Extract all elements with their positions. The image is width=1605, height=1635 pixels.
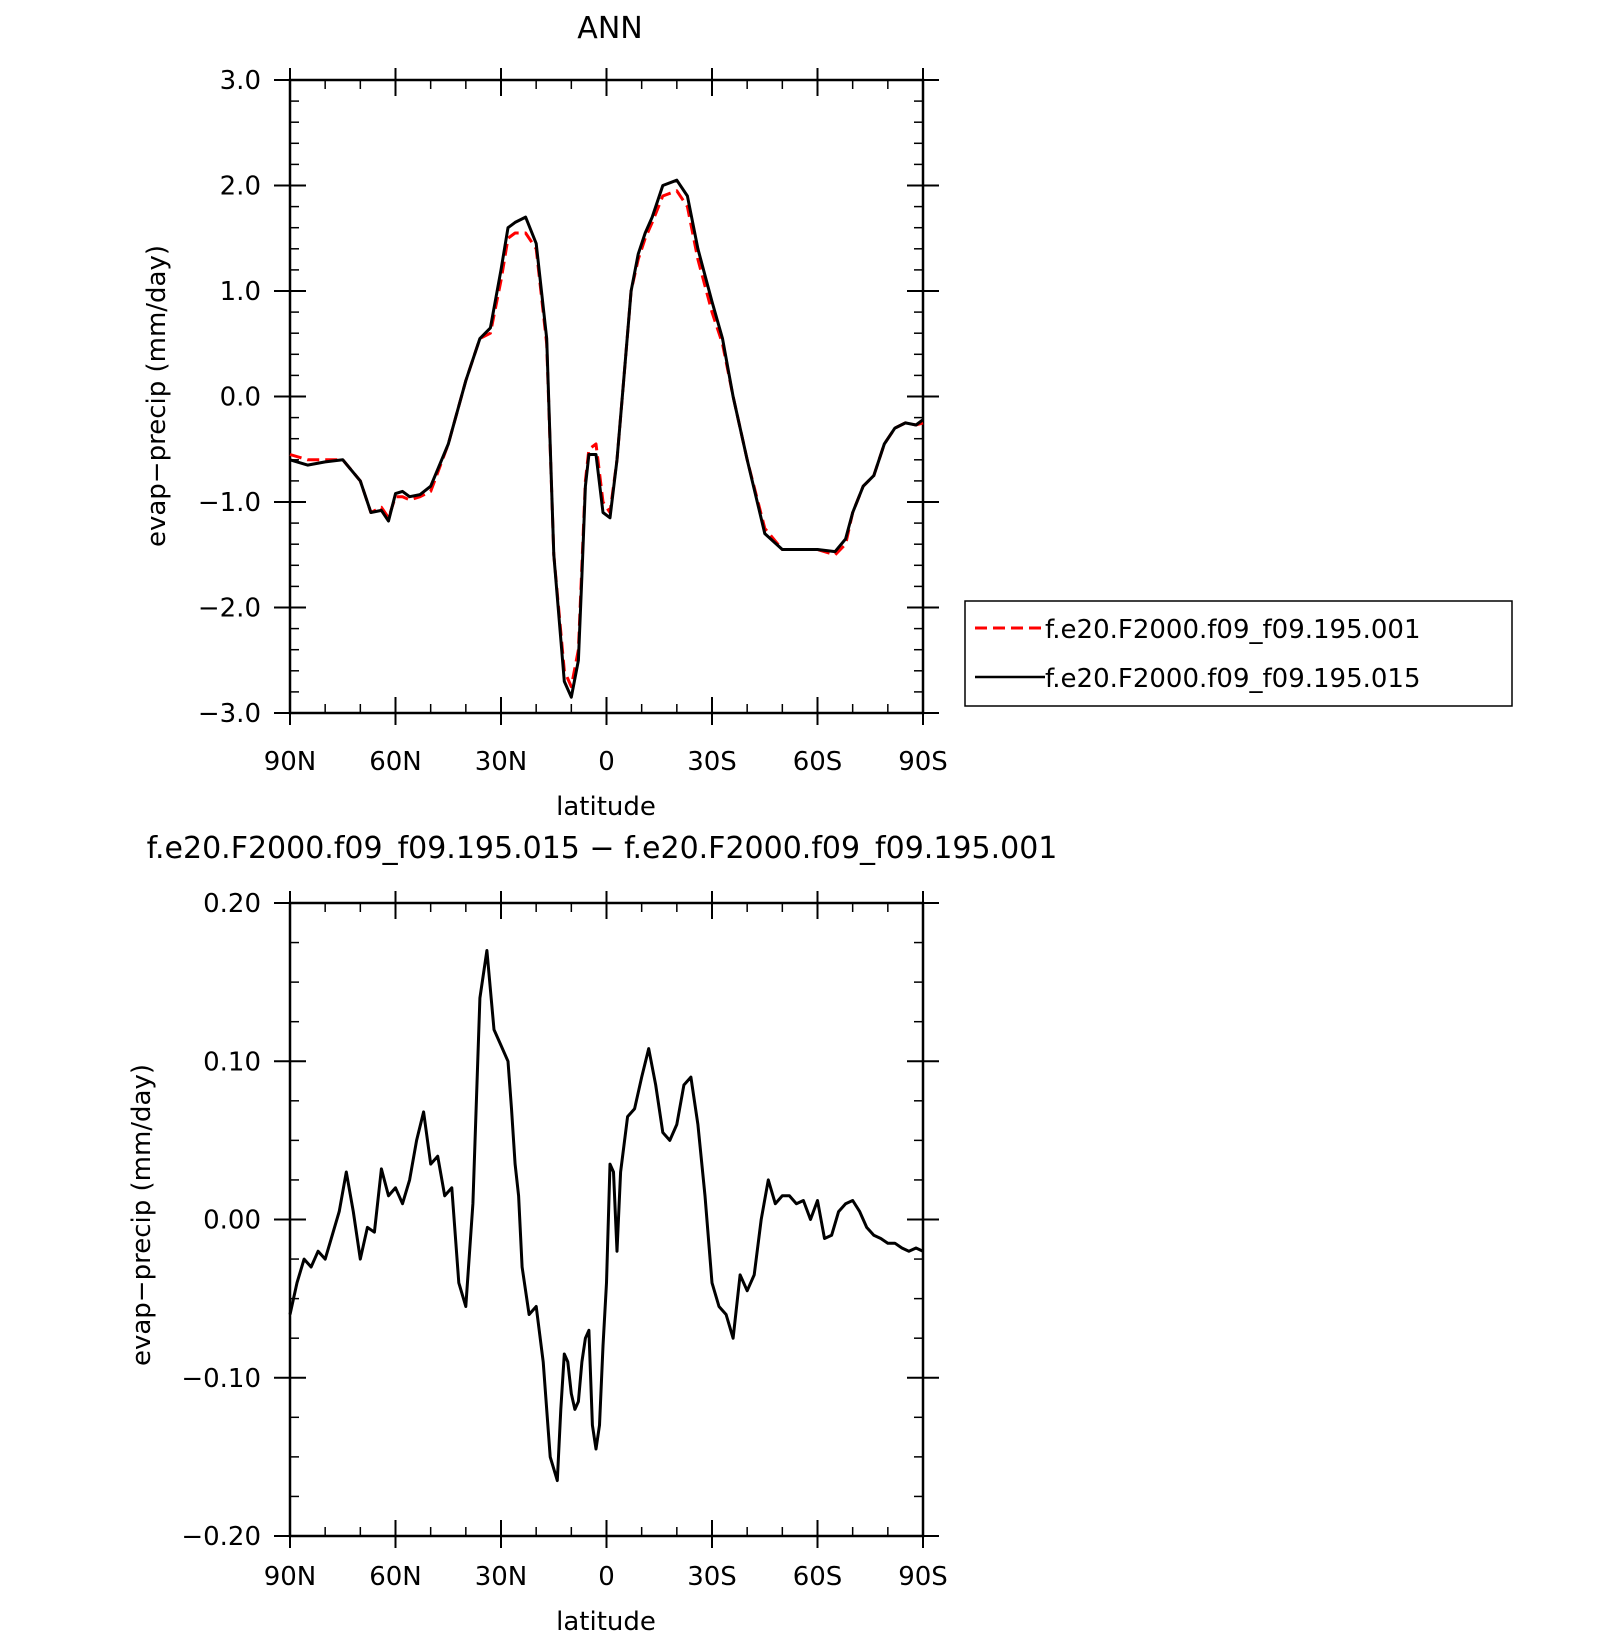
y-tick-label: 2.0 [220,172,261,202]
y-tick-label: −2.0 [198,594,261,624]
x-tick-label: 90N [264,1562,317,1592]
y-tick-label: 3.0 [220,66,261,96]
y-tick-label: −0.20 [181,1522,261,1552]
bottom-chart-plot-frame [288,901,925,1538]
top-chart-ticks: 90N 60N 30N 0 30S 60S 90S −3.0 −2.0 −1.0 0.0 1.0 2.0… [198,66,948,777]
bottom-chart-xlabel: latitude [556,1607,656,1635]
legend-box [964,600,1513,707]
series-line-1 [288,949,924,1483]
x-tick-label: 30N [475,747,528,777]
y-tick-label: −3.0 [198,699,261,729]
x-tick-label: 30S [687,1562,737,1592]
top-chart-plot-frame [288,78,925,715]
bottom-chart-series-layer [288,949,924,1483]
top-chart-series-layer [289,178,924,699]
top-chart-ylabel: evap−precip (mm/day) [142,245,172,547]
top-chart: ANN 90N 60N 30N 0 30S 60S 90S −3.0 −2.0 −1.0 0.0 1.… [142,11,1513,822]
bottom-chart-ticks: 90N 60N 30N 0 30S 60S 90S −0.20 −0.10 0.00 0.10 0.2… [181,889,947,1592]
y-tick-label: −1.0 [198,488,261,518]
x-tick-label: 60S [793,747,843,777]
legend-label-series-2: f.e20.F2000.f09_f09.195.015 [1045,664,1421,694]
x-tick-label: 30S [687,747,737,777]
y-tick-label: 0.0 [220,383,261,413]
x-tick-label: 60S [793,1562,843,1592]
y-tick-label: 1.0 [220,277,261,307]
y-tick-label: 0.10 [203,1047,261,1077]
x-tick-label: 60N [369,747,422,777]
x-tick-label: 0 [598,1562,615,1592]
x-tick-label: 90N [264,747,317,777]
bottom-chart-ylabel: evap−precip (mm/day) [127,1064,157,1366]
bottom-chart: f.e20.F2000.f09_f09.195.015 − f.e20.F200… [127,831,1057,1635]
legend-label-series-1: f.e20.F2000.f09_f09.195.001 [1045,615,1421,645]
x-tick-label: 0 [598,747,615,777]
y-tick-label: 0.00 [203,1206,261,1236]
top-chart-title: ANN [577,11,642,46]
top-chart-xlabel: latitude [556,792,656,822]
series-line-2 [289,178,924,699]
x-tick-label: 60N [369,1562,422,1592]
y-tick-label: −0.10 [181,1364,261,1394]
x-tick-label: 30N [475,1562,528,1592]
y-tick-label: 0.20 [203,889,261,919]
series-line-1 [289,189,924,689]
x-tick-label: 90S [898,747,948,777]
bottom-chart-title: f.e20.F2000.f09_f09.195.015 − f.e20.F200… [147,831,1058,866]
x-tick-label: 90S [898,1562,948,1592]
top-chart-legend: f.e20.F2000.f09_f09.195.001 f.e20.F2000.… [964,600,1513,707]
